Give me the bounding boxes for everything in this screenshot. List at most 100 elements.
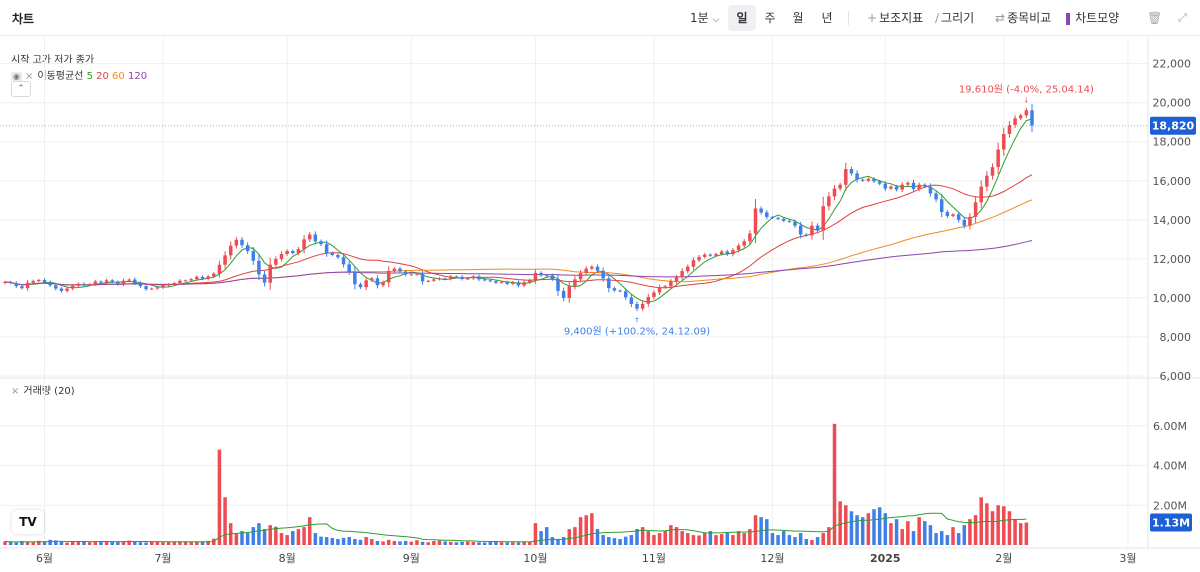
candle: [725, 249, 730, 256]
candle-body: [607, 278, 611, 289]
volume-bar: [59, 541, 64, 545]
time-tick-label: 6월: [36, 552, 53, 565]
candle: [917, 182, 921, 192]
candle-body: [708, 254, 713, 256]
candle: [855, 170, 859, 183]
trash-icon[interactable]: 🗑: [1147, 11, 1163, 25]
low-arrow-icon: ↑: [634, 317, 640, 325]
candle-body: [725, 251, 730, 255]
candle-body: [584, 268, 588, 274]
period-tab-month[interactable]: 월: [792, 11, 804, 25]
candle: [590, 265, 594, 271]
volume-bar: [686, 533, 690, 545]
ma120-line: [4, 240, 1033, 286]
volume-bar: [432, 541, 436, 545]
candle: [934, 190, 938, 203]
candle: [923, 183, 927, 189]
candle-body: [3, 281, 7, 283]
candle: [65, 286, 69, 293]
candle: [939, 194, 944, 218]
candle-body: [14, 283, 19, 287]
volume-bar: [680, 531, 684, 545]
volume-bar: [262, 529, 267, 545]
volume-bar: [1018, 523, 1023, 545]
candle-body: [618, 290, 622, 292]
time-tick-label: 9월: [403, 552, 420, 565]
compare-button[interactable]: ⇄ 종목비교: [995, 5, 1051, 31]
volume-bar: [968, 519, 972, 545]
candle: [945, 209, 950, 219]
chart-style-button[interactable]: ❚ 차트모양: [1063, 5, 1119, 31]
candle-body: [415, 274, 419, 276]
volume-bar: [855, 515, 859, 545]
candle-body: [426, 280, 430, 282]
volume-bar: [93, 541, 98, 545]
close-icon[interactable]: ×: [24, 71, 34, 82]
volume-tick-label: 6.00M: [1153, 420, 1187, 433]
time-tick-label: 11월: [642, 552, 666, 565]
volume-tick-label: 2.00M: [1153, 499, 1187, 512]
tradingview-logo: TV: [12, 510, 44, 534]
volume-bar: [748, 529, 752, 545]
candle: [1013, 115, 1017, 129]
candle: [285, 249, 289, 256]
candle-body: [234, 239, 239, 246]
volume-bar: [155, 541, 160, 545]
volume-bar: [798, 533, 803, 545]
candle-body: [623, 291, 628, 298]
volume-bar: [832, 423, 837, 545]
candle-body: [855, 173, 859, 180]
candle: [832, 185, 837, 200]
close-icon[interactable]: ×: [11, 386, 20, 397]
candle: [494, 279, 498, 285]
volume-bar: [511, 542, 515, 545]
volume-bar: [516, 542, 521, 545]
candle-body: [59, 288, 64, 291]
candle: [25, 279, 30, 291]
candle: [838, 182, 842, 191]
price-tick-label: 14,000: [1153, 214, 1192, 227]
candle: [358, 282, 363, 289]
candle: [116, 280, 120, 286]
candle: [793, 219, 797, 228]
top-toolbar: 차트 1분 ⌵ 일 주 월 년 + 보조지표 ∕ 그리기 ⇄ 종목비교 ❚ 차트모양 🗑…: [0, 0, 1200, 36]
draw-button[interactable]: ∕ 그리기: [935, 5, 974, 31]
eye-icon[interactable]: ◉: [11, 72, 22, 81]
candle-body: [443, 278, 447, 280]
indicators-button[interactable]: + 보조지표: [867, 5, 923, 31]
candle-body: [341, 257, 346, 265]
period-tab-day[interactable]: 일: [728, 5, 756, 31]
volume-bar: [877, 507, 882, 545]
volume-bar: [240, 531, 244, 545]
volume-bar: [996, 505, 1000, 545]
interval-dropdown[interactable]: 1분 ⌵: [690, 5, 719, 31]
volume-bar: [104, 541, 109, 545]
period-tab-year[interactable]: 년: [821, 11, 833, 25]
candle: [319, 239, 323, 247]
candle-body: [471, 276, 476, 279]
collapse-legend-button[interactable]: ⌃: [11, 81, 31, 97]
candle-body: [917, 184, 921, 189]
candle: [245, 242, 250, 254]
period-tab-week[interactable]: 주: [764, 11, 776, 25]
candle-body: [1013, 118, 1017, 125]
candle: [544, 274, 549, 277]
volume-bar: [590, 513, 594, 545]
candle-body: [533, 272, 538, 281]
candle: [93, 279, 98, 286]
candle: [714, 252, 718, 258]
time-tick-label: 2025: [870, 552, 901, 565]
fullscreen-icon[interactable]: ⤢: [1178, 11, 1187, 24]
volume-legend-label: 거래량 (20): [23, 386, 75, 397]
volume-bar: [838, 501, 842, 545]
volume-bar: [99, 541, 103, 545]
candle: [798, 221, 803, 239]
volume-bar: [302, 527, 306, 545]
volume-bar: [973, 515, 978, 545]
volume-bar: [70, 542, 75, 545]
candle: [804, 233, 809, 237]
volume-bar: [364, 537, 368, 545]
candle-body: [183, 280, 188, 282]
candle: [426, 279, 430, 283]
